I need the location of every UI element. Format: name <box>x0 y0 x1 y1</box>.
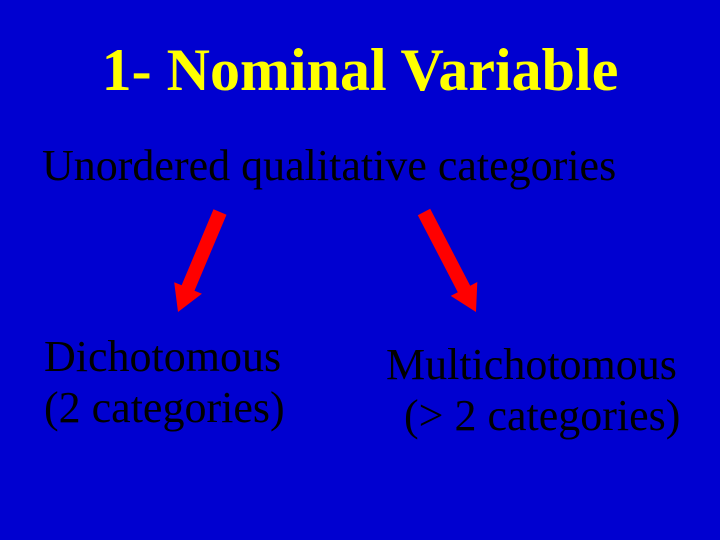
left-category-line2: (2 categories) <box>44 383 285 434</box>
left-category: Dichotomous (2 categories) <box>44 332 285 433</box>
right-category-line1: Multichotomous <box>386 340 680 391</box>
right-category: Multichotomous (> 2 categories) <box>386 340 680 441</box>
slide: 1- Nominal Variable Unordered qualitativ… <box>0 0 720 540</box>
arrow-right-icon <box>0 0 720 540</box>
left-category-line1: Dichotomous <box>44 332 285 383</box>
right-category-line2: (> 2 categories) <box>386 391 680 442</box>
